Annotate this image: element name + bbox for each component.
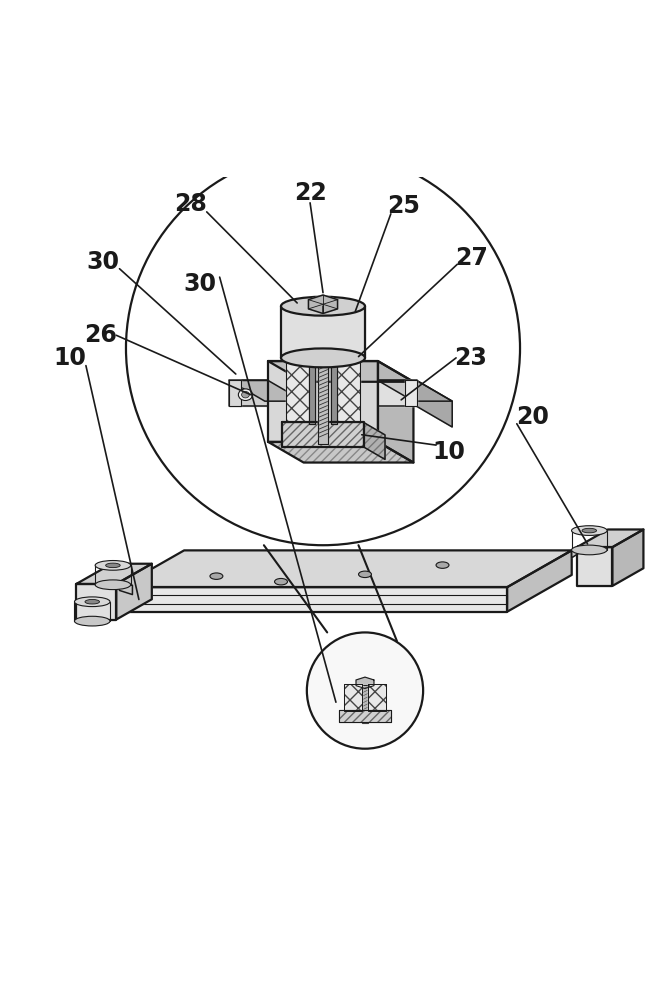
Polygon shape [76,564,152,584]
Polygon shape [378,380,452,401]
Polygon shape [318,358,328,444]
Polygon shape [417,380,452,427]
Polygon shape [282,422,364,447]
Ellipse shape [85,599,99,604]
Polygon shape [120,587,507,612]
Circle shape [126,151,520,545]
Text: 25: 25 [388,194,420,218]
Text: 10: 10 [54,346,86,370]
Polygon shape [577,529,643,547]
Text: 20: 20 [517,405,549,429]
Polygon shape [356,677,374,689]
Ellipse shape [95,561,130,570]
Ellipse shape [95,580,130,590]
Polygon shape [339,710,391,722]
Ellipse shape [436,562,449,568]
Circle shape [307,632,423,749]
Ellipse shape [74,616,110,626]
Polygon shape [268,442,413,463]
Ellipse shape [359,571,371,578]
Polygon shape [344,684,362,711]
Text: 30: 30 [183,272,217,296]
Ellipse shape [210,573,223,579]
Text: 22: 22 [294,181,326,205]
Polygon shape [331,355,337,424]
Polygon shape [309,355,315,424]
Polygon shape [405,380,417,406]
Polygon shape [286,358,315,422]
Polygon shape [572,546,578,558]
Polygon shape [120,550,572,587]
Polygon shape [308,295,338,313]
Polygon shape [229,380,268,406]
Text: 28: 28 [174,192,207,216]
Polygon shape [362,685,368,723]
Polygon shape [229,380,304,401]
Ellipse shape [572,545,607,555]
Ellipse shape [106,563,120,568]
Polygon shape [268,361,413,382]
Polygon shape [378,380,417,406]
Polygon shape [364,422,385,459]
Polygon shape [76,584,116,620]
Ellipse shape [582,528,597,533]
Text: 30: 30 [87,250,120,274]
Ellipse shape [74,597,110,607]
Polygon shape [577,547,612,586]
Text: 23: 23 [454,346,486,370]
Polygon shape [507,550,572,612]
Polygon shape [331,358,360,422]
Ellipse shape [238,389,253,401]
Polygon shape [612,529,643,586]
Ellipse shape [281,348,365,367]
Text: 27: 27 [455,246,488,270]
Polygon shape [116,581,132,595]
Polygon shape [268,361,378,442]
Polygon shape [281,306,365,358]
Ellipse shape [275,578,287,585]
Polygon shape [368,684,386,711]
Polygon shape [229,380,241,406]
Ellipse shape [242,391,249,398]
Polygon shape [116,564,152,620]
Ellipse shape [572,526,607,535]
Text: 26: 26 [84,323,116,347]
Polygon shape [378,361,413,463]
Ellipse shape [281,297,365,316]
Text: 10: 10 [433,440,465,464]
